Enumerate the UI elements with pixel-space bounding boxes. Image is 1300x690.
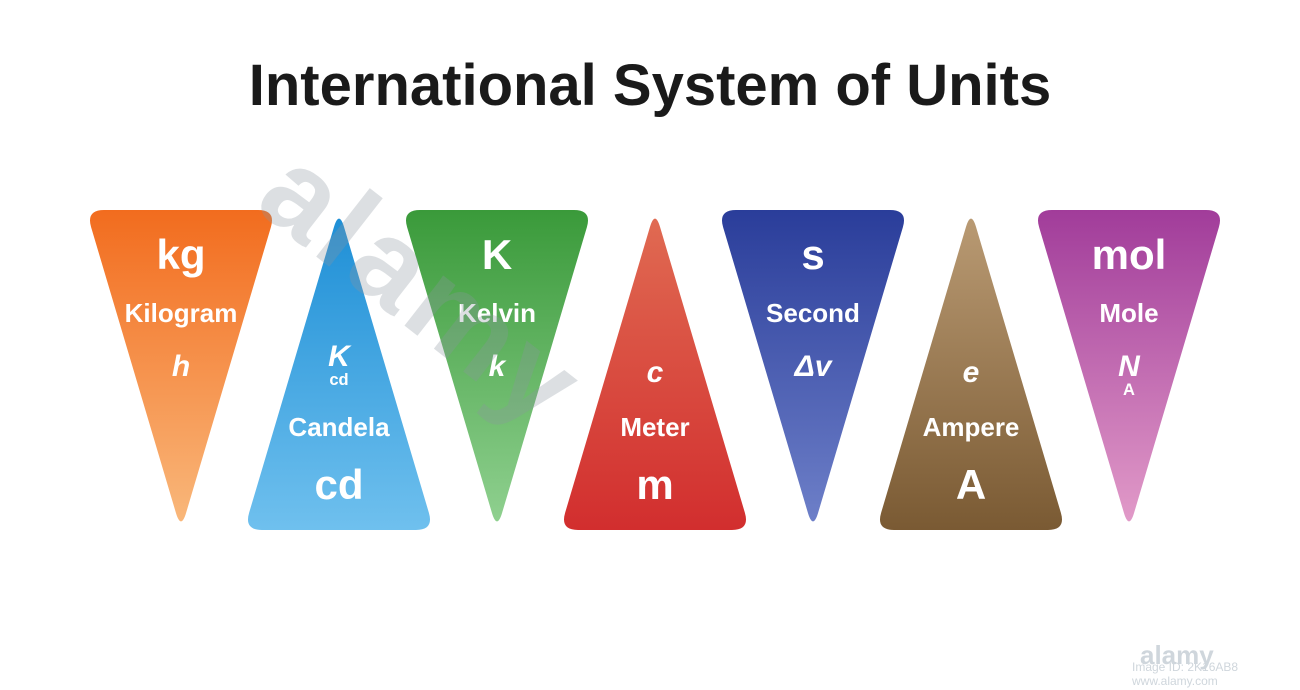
- page-title: International System of Units: [0, 52, 1300, 119]
- watermark-id-url: www.alamy.com: [1132, 674, 1218, 688]
- unit-name: Mole: [1034, 300, 1224, 326]
- unit-symbol: mol: [1034, 234, 1224, 276]
- watermark-id-text: Image ID: 2K16AB8: [1132, 660, 1238, 674]
- unit-mol: mol Mole NA: [1034, 210, 1224, 530]
- triangle-row: kgKilogramh cdCandelaKcd KKelvink mMeter…: [0, 210, 1300, 550]
- watermark-logo: alamy: [1140, 640, 1214, 671]
- unit-constant: NA: [1034, 352, 1224, 399]
- watermark-image-id: Image ID: 2K16AB8 www.alamy.com: [1132, 660, 1238, 689]
- si-units-infographic: International System of Units kgKilogram…: [0, 0, 1300, 690]
- unit-labels: mol Mole NA: [1034, 210, 1224, 530]
